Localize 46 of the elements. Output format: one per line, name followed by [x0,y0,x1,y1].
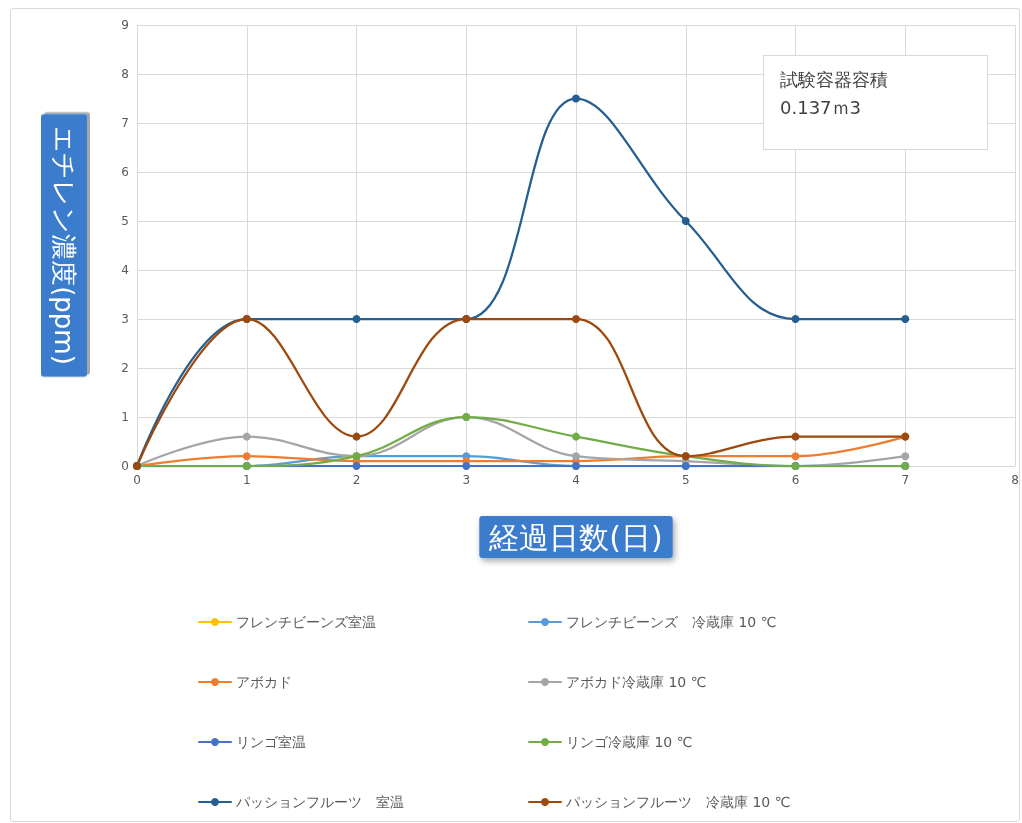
x-tick-label: 1 [242,473,251,487]
point [572,94,580,103]
y-axis-title: エチレン濃度(ppm) [49,126,79,365]
y-tick-label: 1 [121,410,129,424]
x-tick-label: 2 [352,473,361,487]
point [352,315,361,323]
x-tick-label: 7 [901,473,910,487]
annotation: 試験容器容積 0.137ｍ3 [780,68,888,120]
x-tick-label: 0 [133,473,141,487]
point [791,315,800,323]
x-tick-label: 4 [572,473,580,487]
y-tick-label: 0 [121,459,129,473]
y-tick-label: 6 [121,165,129,179]
legend-label: リンゴ冷蔵庫 10 ℃ [566,734,693,750]
legend-label: パッションフルーツ 冷蔵庫 10 ℃ [565,794,791,810]
x-tick-label: 5 [681,473,690,487]
y-tick-label: 4 [121,263,129,277]
y-tick-label: 5 [121,214,129,228]
point [901,452,910,461]
y-tick-label: 8 [121,67,129,81]
legend-label: パッションフルーツ 室温 [235,794,404,810]
legend-label: フレンチビーンズ 冷蔵庫 10 ℃ [566,614,777,630]
y-tick-label: 7 [121,116,129,130]
legend-label: アボカド [236,674,292,690]
legend-label: アボカド冷蔵庫 10 ℃ [566,674,707,690]
x-axis-title: 経過日数(日) [488,519,663,555]
y-tick-label: 3 [121,312,129,326]
point [791,432,800,441]
point [572,432,580,441]
x-tick-label: 3 [462,473,471,487]
x-tick-label: 6 [791,473,800,487]
y-tick-label: 9 [121,18,129,32]
point [572,315,580,323]
y-tick-label: 2 [121,361,129,375]
point [242,432,251,441]
point [352,462,361,470]
point [681,217,690,225]
point [352,432,361,441]
point [791,452,800,461]
point [462,462,471,470]
legend-label: フレンチビーンズ室温 [236,614,376,630]
legend-label: リンゴ室温 [236,734,306,750]
point [572,452,580,461]
point [242,452,251,461]
point [901,315,910,323]
x-tick-label: 8 [1011,473,1019,487]
